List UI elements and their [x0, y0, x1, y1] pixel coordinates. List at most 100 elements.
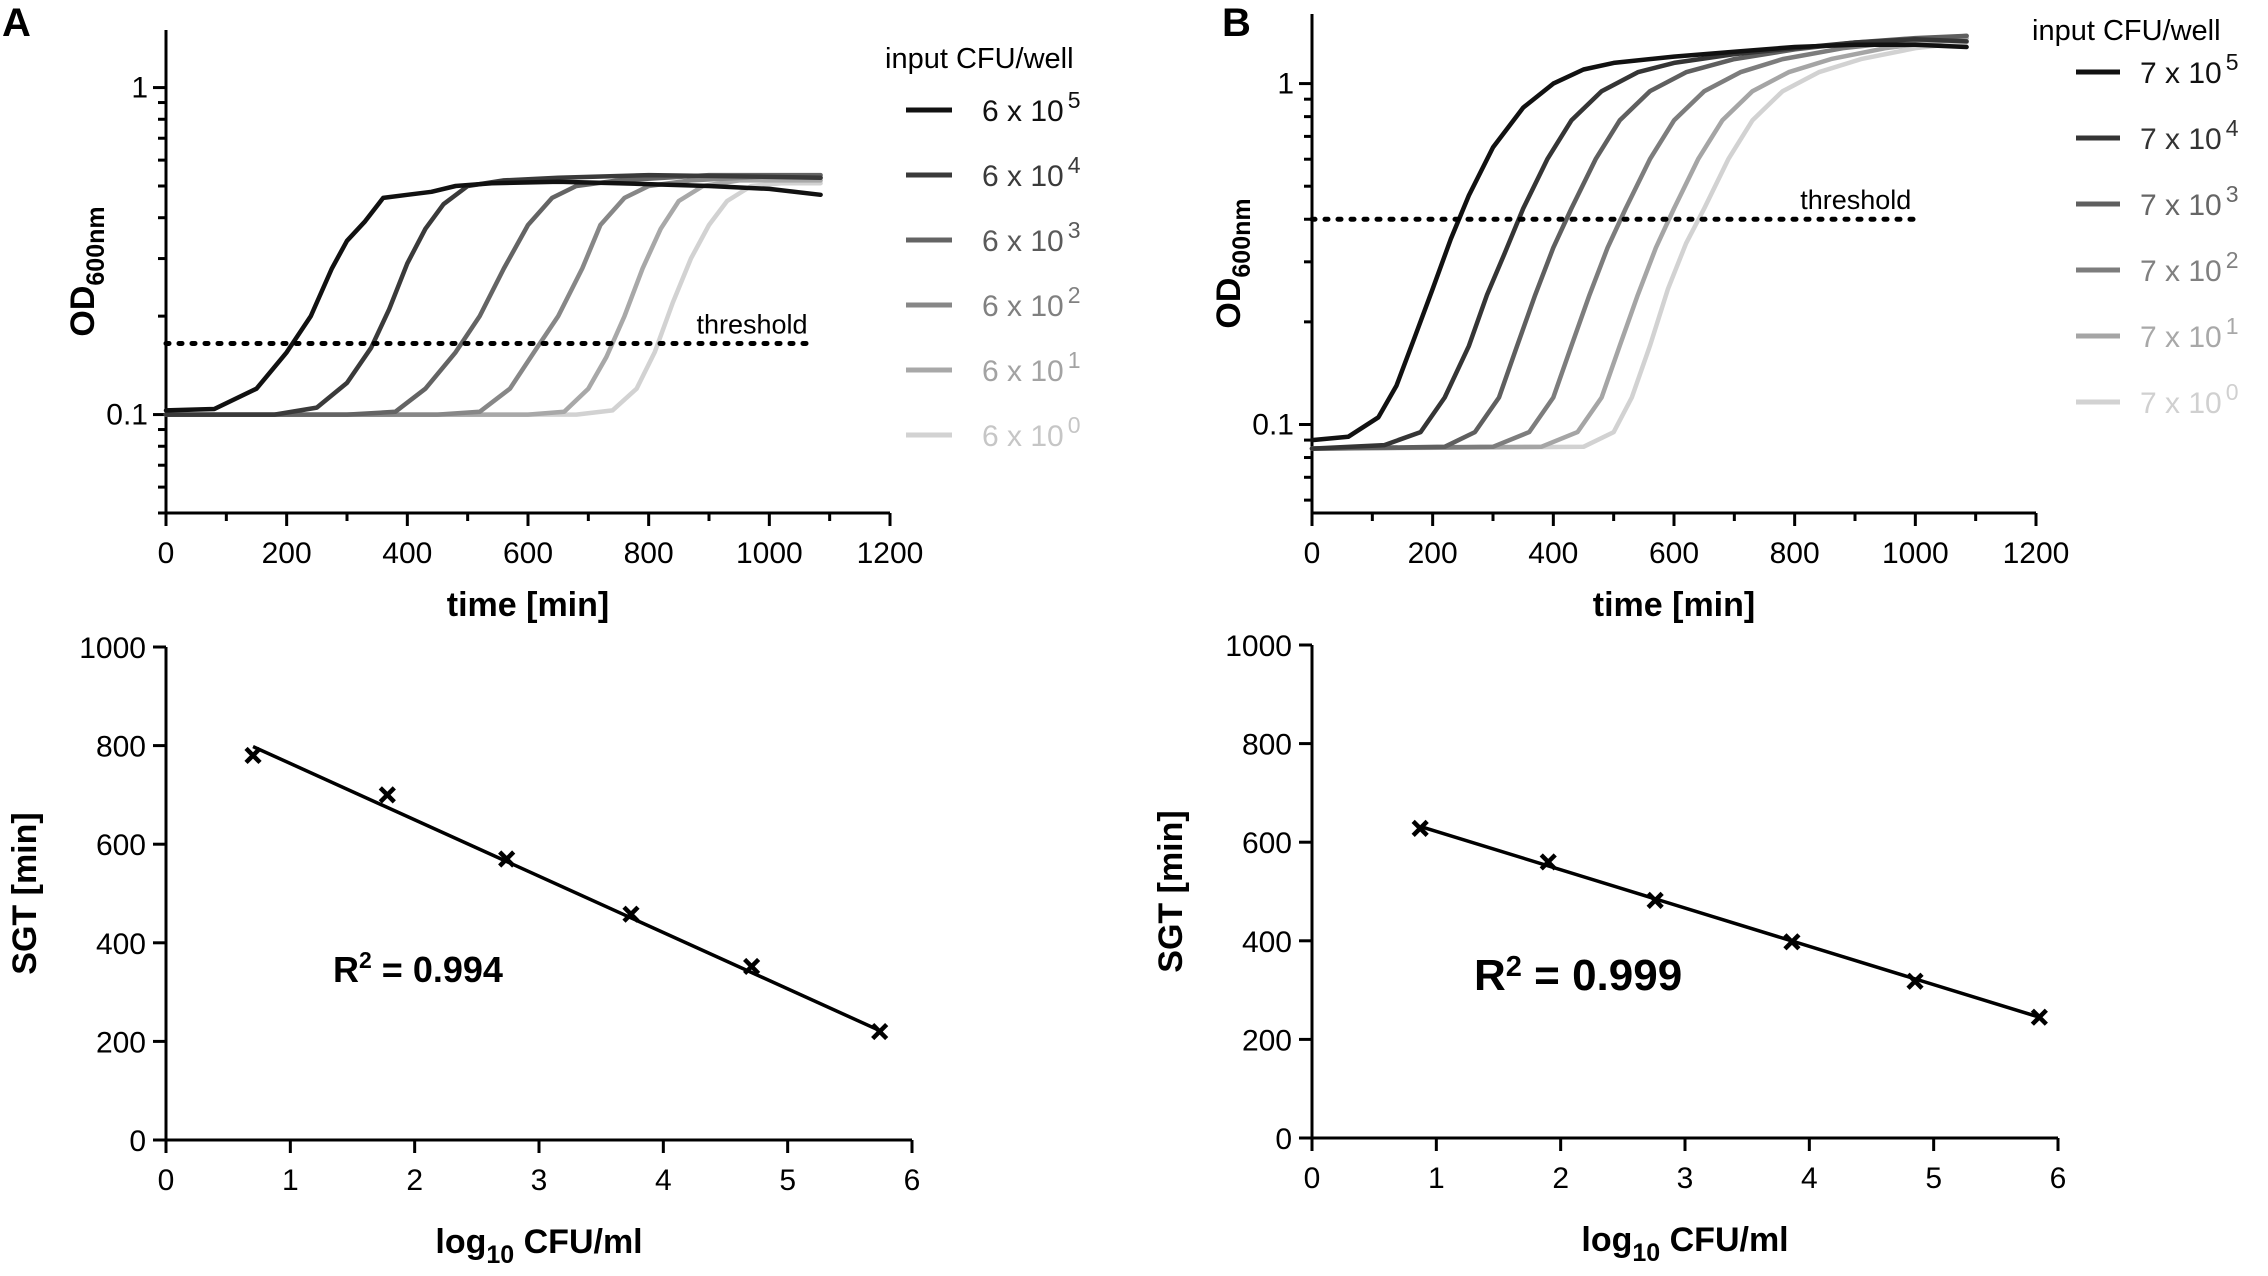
data-point: [1411, 819, 1429, 837]
legend-label-base: 7 x 10: [2140, 57, 2222, 90]
r-squared-value: = 0.999: [1522, 951, 1682, 1000]
data-point-stroke: [244, 746, 262, 765]
y-tick-label: 1: [1277, 68, 1294, 101]
r-squared-annotation: R2 = 0.999: [1474, 951, 1682, 1000]
y-tick-label: 800: [1242, 729, 1292, 762]
legend-label: 7 x 10 0: [2140, 379, 2239, 420]
data-point-stroke: [743, 957, 761, 976]
data-point-stroke: [1646, 891, 1664, 909]
x-tick-label: 5: [1925, 1162, 1942, 1195]
r-squared-annotation: R2 = 0.994: [333, 947, 503, 990]
y-tick-label: 0: [129, 1125, 146, 1158]
legend-label-exponent: 4: [2226, 115, 2239, 141]
y-axis-label: SGT [min]: [6, 812, 44, 974]
x-tick-label: 2: [406, 1164, 423, 1197]
series-line: [1309, 33, 1969, 451]
series-line: [163, 172, 823, 417]
legend-label-exponent: 0: [1068, 412, 1081, 438]
x-tick-label: 1: [1428, 1162, 1445, 1195]
x-tick-label: 3: [1677, 1162, 1694, 1195]
legend-label-exponent: 2: [2226, 247, 2239, 273]
x-axis-label: time [min]: [447, 586, 609, 624]
r-squared-superscript: 2: [1506, 951, 1522, 983]
legend-label-exponent: 4: [1068, 152, 1081, 178]
y-tick-label: 200: [96, 1026, 146, 1059]
data-point-stroke: [2030, 1008, 2048, 1026]
series-line: [1309, 35, 1969, 451]
y-axis-label: OD600nm: [1210, 198, 1256, 328]
x-axis-label: time [min]: [1593, 586, 1755, 624]
legend-label-exponent: 5: [1068, 87, 1081, 113]
data-point: [1906, 972, 1924, 990]
legend-label-base: 7 x 10: [2140, 321, 2222, 354]
data-point: [2030, 1008, 2048, 1026]
legend-label: 7 x 10 3: [2140, 181, 2239, 222]
series-line: [163, 180, 823, 417]
data-point-stroke: [622, 905, 640, 923]
y-tick-label: 1000: [79, 632, 146, 665]
legend-label: 7 x 10 2: [2140, 247, 2239, 288]
x-tick-label: 1000: [1882, 537, 1949, 570]
data-point: [743, 957, 761, 976]
legend-label-base: 6 x 10: [982, 225, 1064, 258]
legend-label-exponent: 1: [1068, 347, 1081, 373]
y-axis-label-subscript: 600nm: [82, 206, 110, 285]
regression-chart-a: 0 200 400 600 800 1000 0 1 2 3 4 5 6 log10 CFU/ml SGT …: [6, 632, 920, 1269]
r-squared-prefix: R: [1474, 951, 1506, 1000]
data-point-stroke: [871, 1022, 889, 1041]
y-tick-label: 0.1: [1252, 408, 1294, 441]
legend-label-base: 6 x 10: [982, 420, 1064, 453]
panel-label-b: B: [1222, 1, 1251, 45]
y-tick-label: 400: [1242, 926, 1292, 959]
series-line: [163, 179, 823, 413]
x-tick-label: 800: [624, 537, 674, 570]
legend-label-base: 7 x 10: [2140, 123, 2222, 156]
legend-label: 6 x 10 3: [982, 217, 1081, 258]
x-tick-label: 200: [1408, 537, 1458, 570]
y-tick-label: 0: [1275, 1123, 1292, 1156]
r-squared-prefix: R: [333, 949, 359, 990]
y-tick-label: 0.1: [106, 399, 148, 432]
y-tick-label: 200: [1242, 1024, 1292, 1057]
y-tick-label: 400: [96, 928, 146, 961]
r-squared-superscript: 2: [359, 947, 372, 973]
data-point: [622, 905, 640, 923]
fit-line: [252, 744, 881, 1033]
x-tick-label: 3: [531, 1164, 548, 1197]
threshold-label: threshold: [696, 309, 807, 339]
x-tick-label: 400: [1528, 537, 1578, 570]
growth-chart-a: 0.1 1 0 200 400 600 800 1000 1200 time [min] OD600…: [64, 30, 1081, 624]
data-point: [378, 786, 396, 804]
fit-line: [1419, 824, 2040, 1019]
x-tick-label: 1200: [2003, 537, 2070, 570]
x-axis-label-main: log: [435, 1223, 486, 1261]
legend-label-base: 7 x 10: [2140, 189, 2222, 222]
x-axis-label-suffix: CFU/ml: [1660, 1221, 1788, 1259]
legend-label-base: 6 x 10: [982, 95, 1064, 128]
y-axis-label-main: OD: [1210, 278, 1248, 329]
x-tick-label: 5: [779, 1164, 796, 1197]
series-line: [1309, 42, 1969, 443]
x-tick-label: 4: [655, 1164, 672, 1197]
x-tick-label: 0: [158, 537, 175, 570]
x-tick-label: 600: [1649, 537, 1699, 570]
x-axis-label-suffix: CFU/ml: [514, 1223, 642, 1261]
x-tick-label: 200: [262, 537, 312, 570]
threshold-label: threshold: [1800, 185, 1911, 215]
x-axis-label: log10 CFU/ml: [435, 1223, 642, 1269]
regression-chart-b: 0 200 400 600 800 1000 0 1 2 3 4 5 6 log10 CFU/ml SGT …: [1152, 630, 2066, 1267]
x-tick-label: 2: [1552, 1162, 1569, 1195]
x-tick-label: 1: [282, 1164, 299, 1197]
legend-label-exponent: 3: [1068, 217, 1081, 243]
legend-title: input CFU/well: [2032, 15, 2221, 47]
data-point: [244, 746, 262, 765]
data-point-stroke: [1539, 853, 1557, 871]
legend-label-base: 6 x 10: [982, 355, 1064, 388]
data-point-stroke: [498, 850, 516, 868]
x-tick-label: 6: [904, 1164, 921, 1197]
x-axis-label-subscript: 10: [1632, 1239, 1660, 1267]
x-tick-label: 1000: [736, 537, 803, 570]
